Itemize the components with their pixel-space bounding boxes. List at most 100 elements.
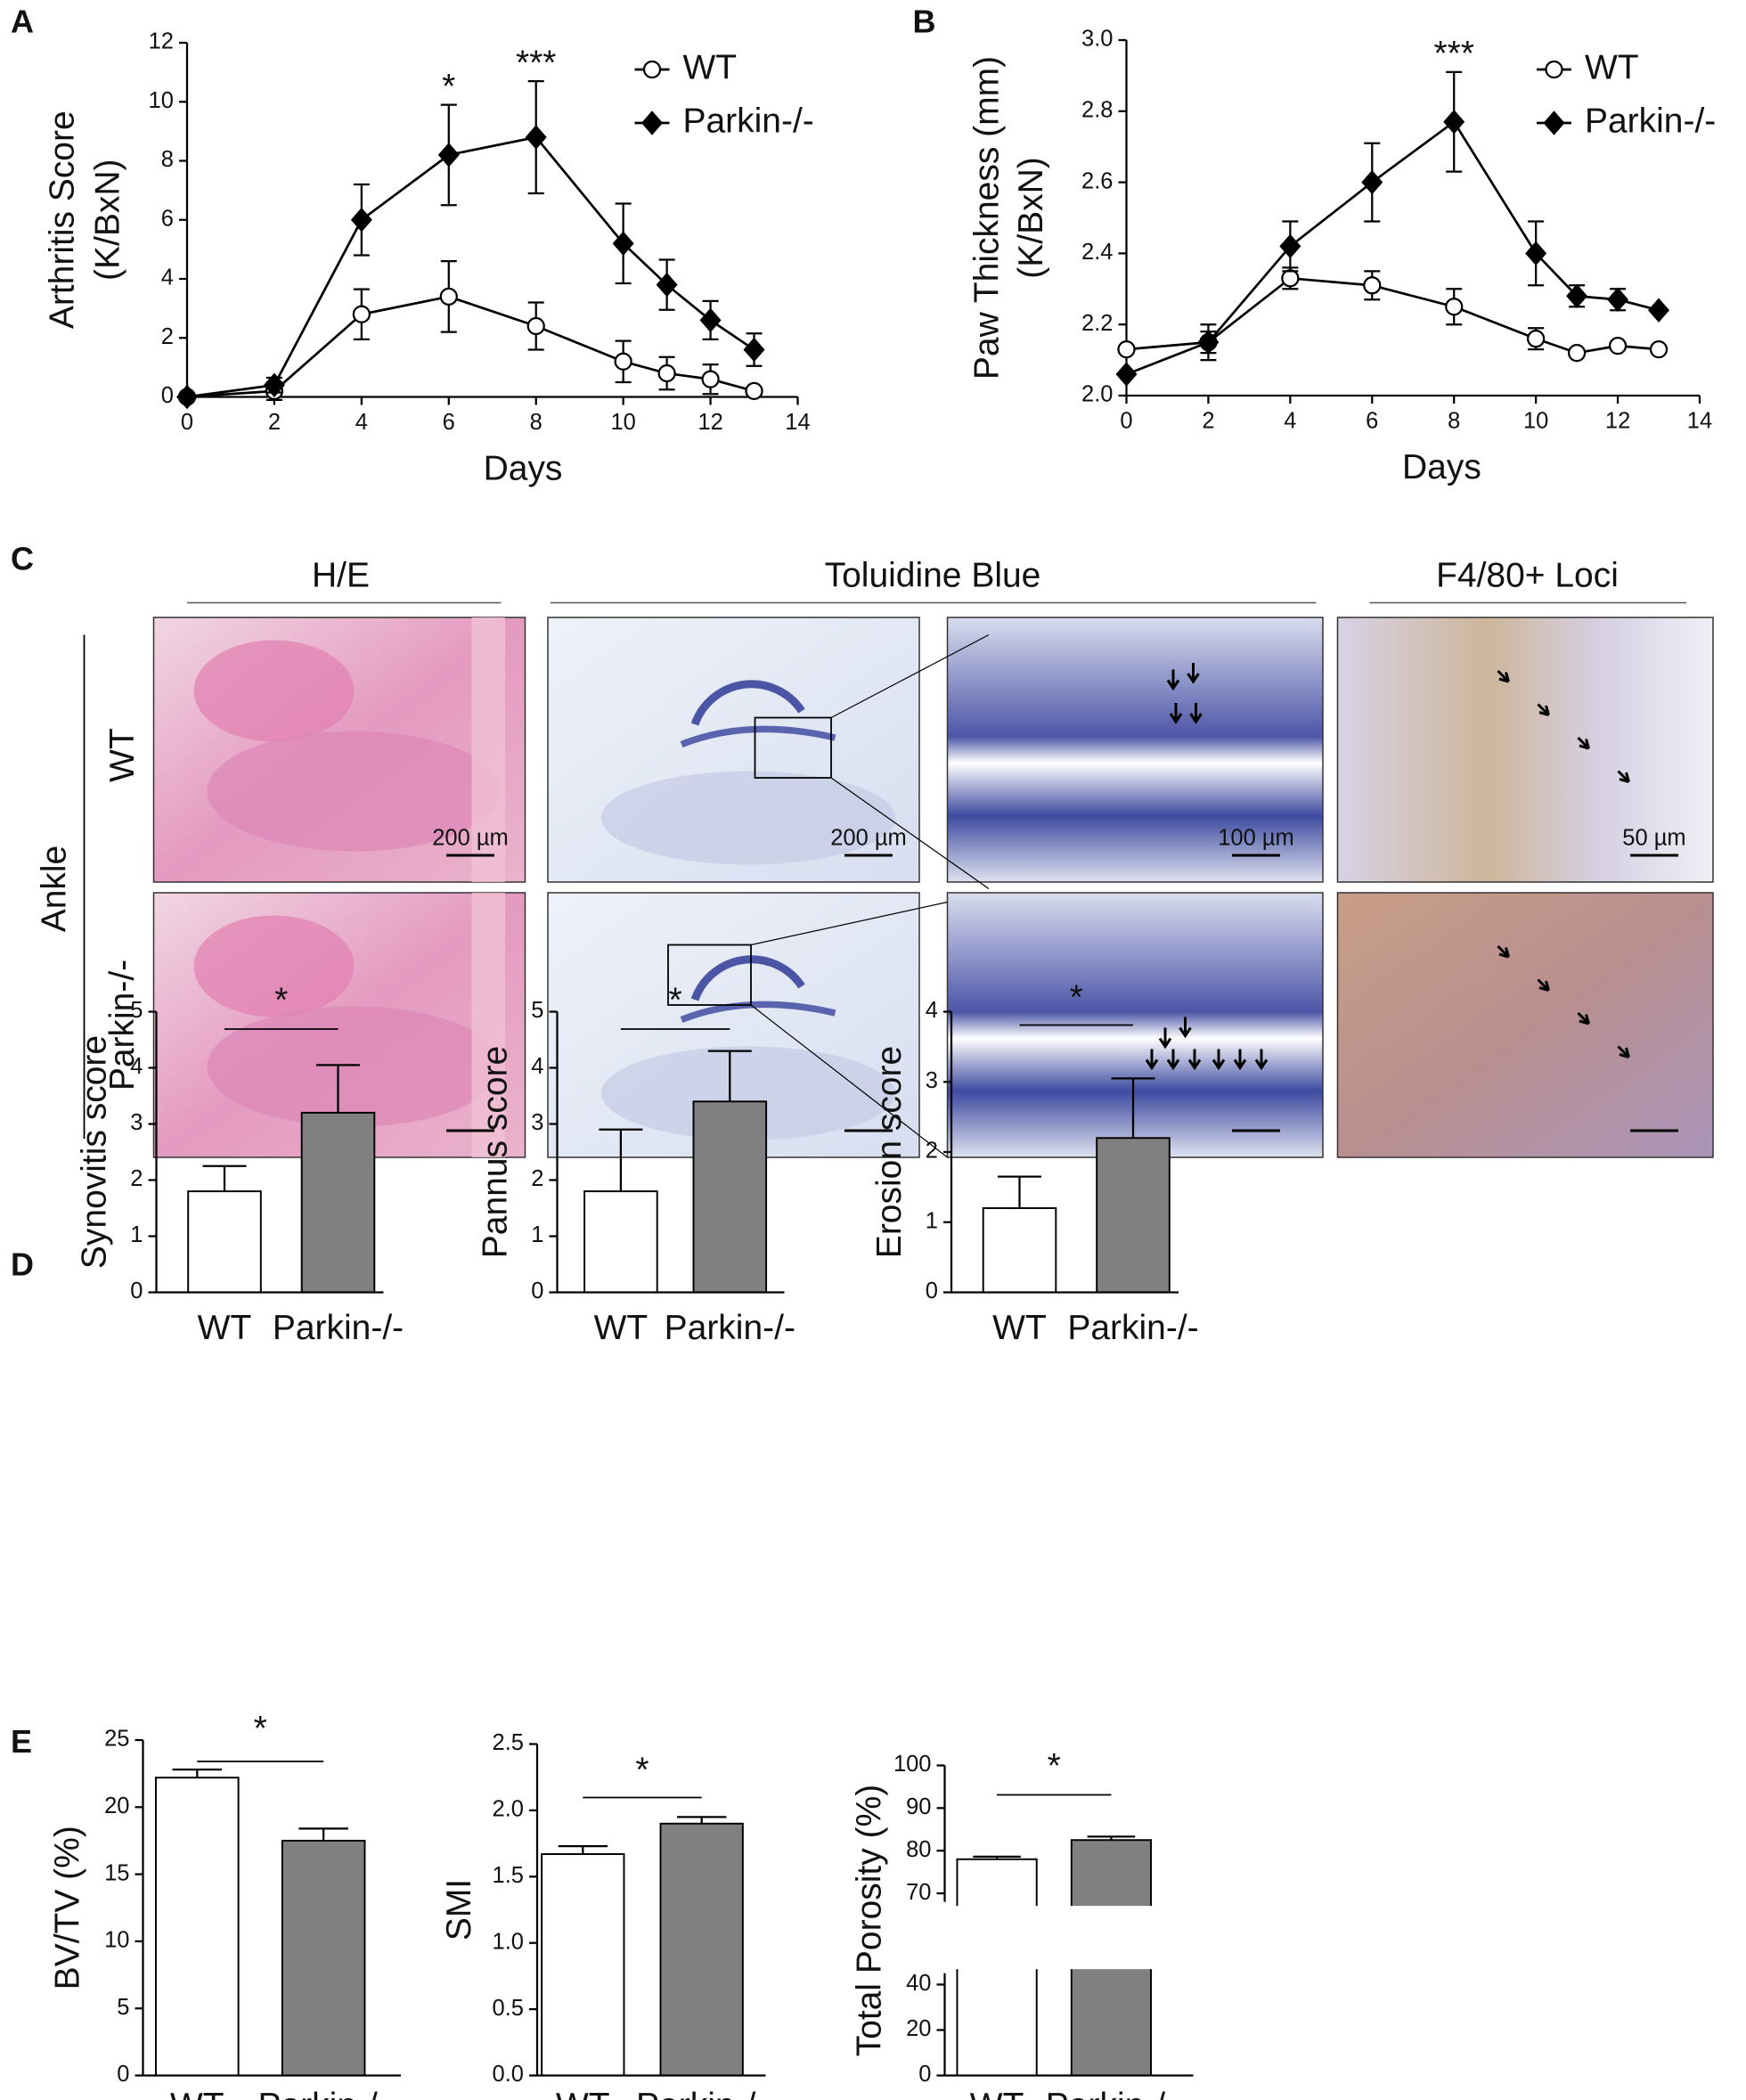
marker bbox=[699, 307, 722, 333]
x-tick-label: 6 bbox=[1366, 409, 1378, 434]
error-bar bbox=[998, 1175, 1041, 1209]
y-tick-label: 1 bbox=[926, 1208, 938, 1233]
scale-bar-label: 200 µm bbox=[830, 826, 907, 851]
x-axis-title: Days bbox=[1402, 448, 1481, 486]
legend-marker bbox=[642, 60, 662, 79]
marker bbox=[352, 305, 371, 323]
marker bbox=[176, 384, 198, 410]
y-tick-label: 3 bbox=[531, 1110, 543, 1135]
arrow bbox=[1497, 944, 1510, 959]
y-axis-title: BV/TV (%) bbox=[48, 1826, 86, 1990]
y-axis-title: Arthritis Score bbox=[43, 110, 81, 329]
arrow bbox=[1497, 669, 1510, 683]
arrow bbox=[1537, 703, 1550, 716]
x-tick-label: 12 bbox=[1605, 409, 1630, 434]
y-tick-label: 0 bbox=[130, 1279, 143, 1303]
cartilage bbox=[680, 1001, 836, 1023]
y-tick-label: 2.6 bbox=[1081, 168, 1113, 193]
significance-marker: * bbox=[274, 981, 288, 1019]
marker bbox=[1566, 283, 1588, 308]
y-axis-title: Total Porosity (%) bbox=[850, 1785, 888, 2056]
bar bbox=[541, 1853, 625, 2077]
legend-label: WT bbox=[1585, 48, 1639, 86]
y-tick-label: 0 bbox=[117, 2062, 129, 2087]
y-tick-label: 0 bbox=[161, 383, 174, 408]
y-tick-label: 15 bbox=[104, 1860, 129, 1885]
y-tick-label: 5 bbox=[130, 998, 143, 1023]
x-tick-label: 14 bbox=[1687, 409, 1712, 434]
x-tick-label: 6 bbox=[443, 410, 455, 435]
bar bbox=[281, 1839, 366, 2077]
legend-label: WT bbox=[682, 48, 737, 86]
y-tick-label: 4 bbox=[161, 266, 174, 290]
x-tick-label: 10 bbox=[610, 410, 635, 435]
bar bbox=[583, 1190, 658, 1294]
significance-marker: * bbox=[442, 68, 455, 106]
y-tick-label: 0 bbox=[918, 2062, 931, 2087]
y-axis-title: Paw Thickness (mm) bbox=[967, 56, 1006, 380]
bone-shape bbox=[193, 915, 355, 1017]
marker bbox=[1363, 276, 1382, 295]
y-tick-label: 4 bbox=[926, 998, 938, 1023]
arrow bbox=[1187, 1049, 1202, 1071]
y-tick-label: 1 bbox=[130, 1222, 143, 1247]
y-tick-label: 20 bbox=[104, 1794, 129, 1818]
zoom-line bbox=[830, 633, 990, 719]
y-tick-label: 0 bbox=[926, 1279, 938, 1303]
arrow bbox=[1166, 669, 1180, 691]
x-tick-label: Parkin-/- bbox=[1046, 2087, 1177, 2100]
y-tick-label: 12 bbox=[149, 29, 174, 54]
inset-box bbox=[754, 716, 832, 779]
legend-marker bbox=[1543, 110, 1565, 135]
marker bbox=[1445, 298, 1464, 316]
histology-image bbox=[1336, 892, 1714, 1158]
y-axis-title: (K/BxN) bbox=[1012, 157, 1050, 278]
marker bbox=[1607, 287, 1629, 312]
y-tick-label: 10 bbox=[104, 1928, 129, 1953]
cartilage bbox=[690, 955, 805, 1001]
y-tick-label: 40 bbox=[906, 1971, 931, 1996]
y-tick-label: 1.5 bbox=[493, 1863, 524, 1888]
y-tick-label: 0 bbox=[531, 1279, 543, 1303]
arrow bbox=[1158, 1027, 1172, 1050]
marker bbox=[439, 287, 458, 306]
error-bar bbox=[1087, 1835, 1136, 1841]
marker bbox=[656, 272, 678, 298]
x-tick-label: 4 bbox=[355, 410, 368, 435]
x-tick-label: 2 bbox=[1202, 409, 1214, 434]
scale-bar-label: 50 µm bbox=[1622, 826, 1685, 851]
y-axis-title: Pannus score bbox=[476, 1046, 514, 1258]
y-tick-label: 25 bbox=[104, 1727, 129, 1752]
error-bar bbox=[202, 1164, 247, 1192]
error-bar bbox=[676, 1816, 727, 1824]
x-axis-title: Days bbox=[484, 449, 563, 487]
bone-shape bbox=[207, 1006, 502, 1127]
y-tick-label: 1 bbox=[531, 1222, 543, 1247]
panel-label: D bbox=[11, 1246, 34, 1283]
y-axis-title: Erosion score bbox=[870, 1046, 909, 1258]
y-tick-label: 3 bbox=[130, 1110, 143, 1135]
x-tick-label: 8 bbox=[530, 410, 543, 435]
x-tick-label: 0 bbox=[1120, 409, 1132, 434]
x-tick-label: WT bbox=[198, 1309, 252, 1347]
marker bbox=[526, 316, 545, 336]
y-tick-label: 2.8 bbox=[1081, 98, 1113, 123]
marker bbox=[1527, 330, 1546, 348]
column-header: H/E bbox=[312, 556, 370, 594]
significance-marker: * bbox=[669, 981, 682, 1019]
y-tick-label: 20 bbox=[906, 2016, 931, 2041]
marker bbox=[1567, 343, 1587, 363]
x-tick-label: WT bbox=[970, 2087, 1024, 2100]
axis-break-gap bbox=[934, 1906, 1194, 1970]
x-tick-label: WT bbox=[556, 2087, 610, 2100]
marker bbox=[1115, 362, 1138, 387]
x-tick-label: 10 bbox=[1523, 409, 1548, 434]
y-tick-label: 4 bbox=[130, 1054, 143, 1079]
y-tick-label: 90 bbox=[906, 1794, 931, 1819]
y-tick-label: 2 bbox=[130, 1166, 143, 1191]
error-bar bbox=[1111, 1077, 1155, 1139]
y-tick-label: 10 bbox=[149, 88, 174, 113]
scale-bar-label: 100 µm bbox=[1218, 826, 1294, 851]
y-tick-label: 2.2 bbox=[1081, 311, 1113, 336]
